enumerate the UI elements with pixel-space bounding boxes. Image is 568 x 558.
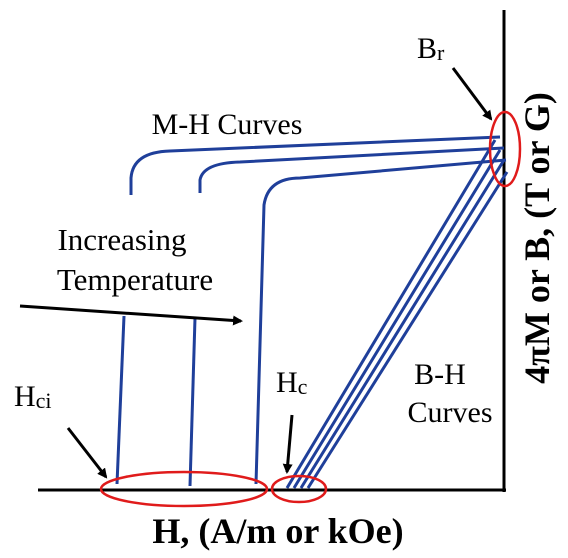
- hc-label: Hc: [276, 366, 308, 399]
- br-label-main: B: [417, 32, 437, 65]
- mh-curves-label: M-H Curves: [152, 108, 303, 141]
- hc-highlight: [270, 474, 328, 504]
- bh-label-line2: Curves: [408, 396, 493, 429]
- drop-line-1: [115, 315, 126, 485]
- br-highlight: [488, 110, 522, 188]
- highlights: [99, 110, 522, 508]
- mh-curve-3: [254, 158, 507, 485]
- hc-label-sub: c: [298, 374, 308, 399]
- br-label: Br: [417, 32, 445, 65]
- mh-curve-2: [198, 146, 505, 193]
- hci-label-main: H: [14, 380, 36, 413]
- bh-curves: [285, 139, 509, 489]
- br-arrow: [451, 67, 493, 121]
- y-axis-label: 4πM or B, (T or G): [517, 92, 557, 384]
- hci-highlight: [99, 470, 269, 508]
- increasing-temperature-arrow: [19, 304, 243, 326]
- mh-curves: [129, 135, 507, 485]
- hci-drop-lines: [115, 315, 197, 487]
- x-axis-label: H, (A/m or kOe): [152, 511, 403, 551]
- hci-label: Hci: [14, 380, 52, 413]
- br-label-sub: r: [437, 40, 445, 65]
- hc-label-main: H: [276, 366, 298, 399]
- increasing-label-line2: Temperature: [57, 262, 213, 297]
- mh-curve-1: [129, 135, 501, 195]
- bh-curve-4: [306, 171, 509, 489]
- bh-curve-1: [285, 139, 497, 489]
- drop-line-2: [188, 317, 197, 487]
- hci-arrow: [66, 427, 108, 479]
- hc-arrow: [282, 414, 294, 474]
- increasing-label-line1: Increasing: [57, 222, 186, 257]
- bh-label-line1: B-H: [414, 358, 466, 391]
- bh-curve-3: [299, 159, 506, 489]
- bh-curve-2: [292, 149, 502, 489]
- hci-label-sub: ci: [36, 388, 52, 413]
